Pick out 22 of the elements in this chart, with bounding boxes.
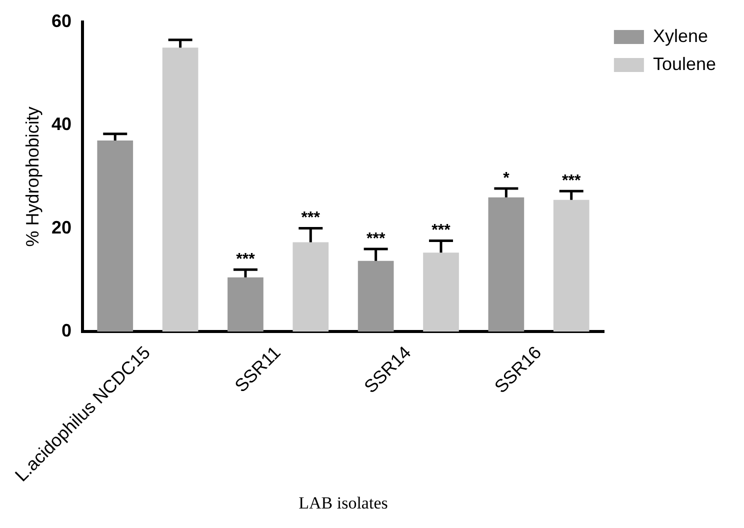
bar [228, 277, 264, 332]
data-label: * [503, 170, 510, 187]
data-label: *** [236, 251, 256, 268]
y-tick-label: 40 [52, 114, 72, 134]
y-tick-label: 60 [52, 10, 72, 31]
legend-label: Xylene [652, 26, 708, 46]
bar [423, 252, 459, 332]
x-axis-title: LAB isolates [298, 493, 388, 512]
bar [97, 140, 134, 332]
bar [488, 197, 524, 332]
bar [292, 242, 329, 332]
bar [553, 200, 590, 332]
y-axis-title: % Hydrophobicity [22, 106, 43, 247]
bar [162, 48, 198, 332]
data-label: *** [562, 172, 582, 190]
data-label: *** [432, 222, 452, 240]
legend-label: Toulene [652, 54, 716, 74]
data-label: *** [366, 230, 386, 248]
y-tick-label: 0 [62, 320, 72, 341]
y-tick-label: 20 [52, 217, 72, 238]
bar [358, 260, 394, 332]
data-label: *** [301, 210, 321, 227]
